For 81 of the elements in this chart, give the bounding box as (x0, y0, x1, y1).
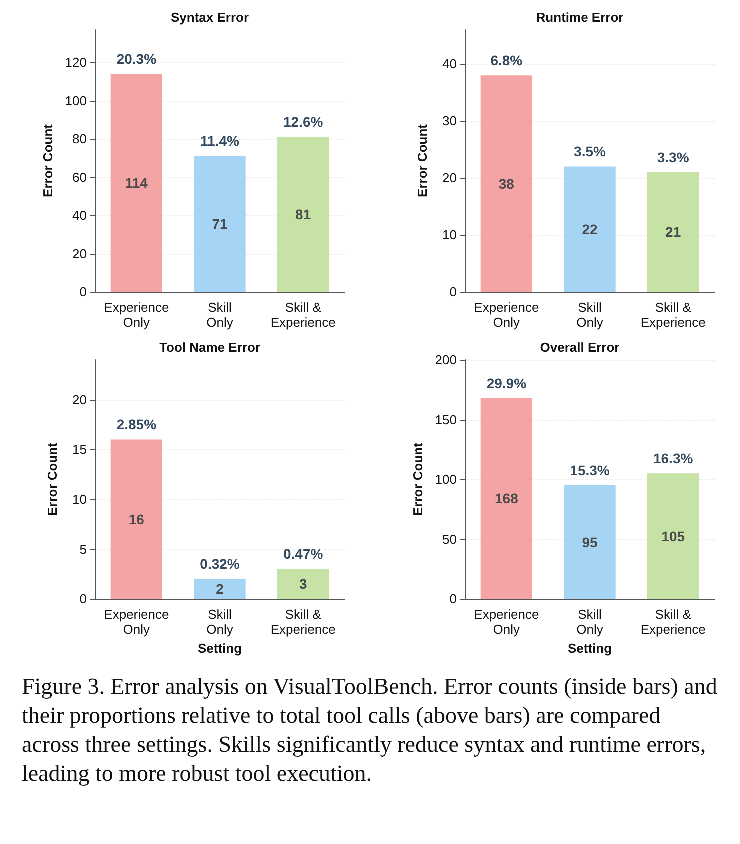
y-tick-label: 20 (72, 246, 87, 262)
annotation: 2.85% (116, 416, 158, 433)
data-label: 21 (666, 224, 682, 240)
y-tick-label: 50 (442, 532, 457, 547)
data-label: 105 (662, 528, 686, 544)
annotation: 6.8% (490, 52, 524, 69)
y-tick-label: 80 (72, 132, 87, 147)
y-tick-label: 0 (80, 284, 87, 300)
y-tick-label: 0 (450, 284, 457, 300)
y-tick-label: 10 (72, 492, 87, 507)
data-label: 114 (125, 174, 148, 191)
y-tick-label: 40 (442, 56, 457, 72)
x-tick-label: Experience Only (104, 300, 170, 330)
x-axis-title: Setting (198, 641, 242, 656)
x-tick-label: Skill Only (206, 300, 234, 330)
chart-title: Overall Error (540, 340, 620, 355)
annotation: 0.47% (283, 546, 324, 562)
chart-title: Tool Name Error (160, 340, 260, 355)
y-tick-label: 0 (450, 592, 457, 607)
annotation: 29.9% (486, 375, 528, 392)
y-tick-label: 60 (72, 170, 87, 185)
annotation: 3.3% (657, 149, 690, 166)
annotation: 0.32% (200, 556, 240, 572)
annotation: 11.4% (200, 133, 240, 150)
x-tick-label: Skill Only (206, 607, 234, 638)
y-axis-title: Error Count (415, 124, 430, 198)
x-tick-label: Skill & Experience (270, 607, 336, 638)
chart-title: Runtime Error (536, 10, 624, 25)
data-label: 3 (299, 576, 308, 592)
bar (194, 579, 246, 600)
bar (278, 569, 330, 600)
annotation: 15.3% (570, 462, 610, 479)
y-tick-label: 20 (72, 392, 87, 408)
y-axis-title: Error Count (40, 124, 56, 198)
x-tick-label: Skill & Experience (270, 300, 336, 330)
y-tick-label: 40 (72, 208, 87, 224)
y-axis-title: Error Count (410, 442, 426, 516)
y-axis-title: Error Count (45, 442, 60, 516)
data-label: 168 (494, 490, 519, 507)
x-axis-title: Setting (568, 641, 612, 656)
data-label: 16 (128, 511, 145, 528)
y-tick-label: 20 (442, 170, 457, 186)
bar (480, 398, 532, 600)
bar (648, 474, 700, 600)
x-tick-label: Skill & Experience (640, 300, 706, 330)
bar (648, 172, 700, 292)
data-label: 22 (582, 221, 598, 238)
x-tick-label: Experience Only (104, 607, 170, 638)
y-tick-label: 150 (435, 412, 457, 428)
bar (110, 440, 162, 600)
x-tick-label: Experience Only (474, 300, 540, 330)
data-label: 81 (296, 206, 312, 223)
y-tick-label: 5 (80, 542, 87, 557)
y-tick-label: 15 (72, 442, 87, 458)
data-label: 38 (498, 176, 515, 192)
x-tick-label: Skill Only (576, 607, 604, 638)
y-tick-label: 0 (80, 592, 87, 607)
chart-title: Syntax Error (170, 10, 250, 25)
data-label: 2 (216, 581, 224, 598)
x-tick-label: Skill Only (576, 300, 604, 330)
y-tick-label: 200 (435, 352, 457, 368)
annotation: 20.3% (116, 50, 158, 67)
bar (110, 74, 162, 292)
bar (564, 166, 616, 292)
annotation: 12.6% (283, 114, 324, 130)
bar (480, 76, 532, 292)
x-tick-label: Skill & Experience (640, 607, 706, 638)
y-tick-label: 10 (442, 228, 457, 243)
y-tick-label: 100 (435, 472, 457, 488)
data-label: 95 (582, 534, 598, 550)
annotation: 3.5% (574, 144, 606, 160)
bar (194, 156, 246, 292)
bar (564, 486, 616, 600)
y-tick-label: 120 (65, 55, 87, 70)
x-tick-label: Experience Only (474, 607, 540, 638)
bar (278, 137, 330, 292)
y-tick-label: 30 (442, 114, 457, 129)
data-label: 71 (212, 216, 228, 232)
caption: Figure 3. Error analysis on VisualToolBench. Error counts (inside bars) and their proportions relative to total tool calls (above bars) are compared across three settings. Skills significantly reduce syntax and runtime errors, leading to more robust tool execution. (22, 673, 718, 788)
annotation: 16.3% (653, 450, 694, 467)
y-tick-label: 100 (65, 93, 87, 108)
